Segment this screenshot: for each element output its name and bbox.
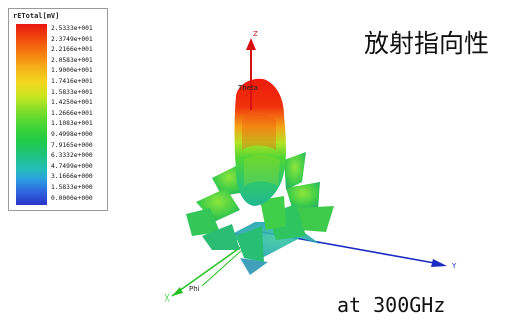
legend-value: 2.0583e+001 <box>51 56 93 64</box>
color-legend: rETotal[mV] 2.5333e+001 2.3749e+001 2.21… <box>8 8 108 211</box>
frequency-label: at 300GHz <box>337 293 446 317</box>
legend-title: rETotal[mV] <box>13 12 60 20</box>
legend-value: 1.4250e+001 <box>51 99 93 107</box>
y-axis-label: Y <box>451 262 457 270</box>
legend-value: 1.1083e+001 <box>51 120 93 128</box>
legend-value: 1.9000e+001 <box>51 67 93 75</box>
pattern-title: 放射指向性 <box>364 29 490 58</box>
legend-value: 9.4998e+000 <box>51 131 93 138</box>
main-lobe <box>234 78 286 206</box>
legend-value: 1.7416e+001 <box>51 78 93 85</box>
legend-value: 2.5333e+001 <box>51 25 93 32</box>
legend-value: 3.1666e+000 <box>51 173 93 181</box>
legend-value: 6.3332e+000 <box>51 152 93 160</box>
legend-value: 2.3749e+001 <box>51 35 93 43</box>
legend-value: 1.5833e+000 <box>51 184 93 191</box>
legend-value: 0.0000e+000 <box>51 194 93 202</box>
legend-value: 7.9165e+000 <box>51 141 93 149</box>
theta-label: Theta <box>237 84 258 92</box>
legend-color-bar <box>16 24 47 205</box>
legend-value: 2.2166e+001 <box>51 46 93 54</box>
legend-value: 4.7499e+000 <box>51 162 93 170</box>
z-axis: Z Theta <box>237 30 258 110</box>
legend-value: 1.5833e+001 <box>51 88 93 96</box>
x-axis-marker: ╳ <box>164 293 170 302</box>
legend-labels: 2.5333e+001 2.3749e+001 2.2166e+001 2.05… <box>51 24 107 205</box>
phi-axis-label: Phi <box>189 285 200 293</box>
legend-value: 1.2666e+001 <box>51 109 93 117</box>
z-axis-label: Z <box>253 30 258 38</box>
